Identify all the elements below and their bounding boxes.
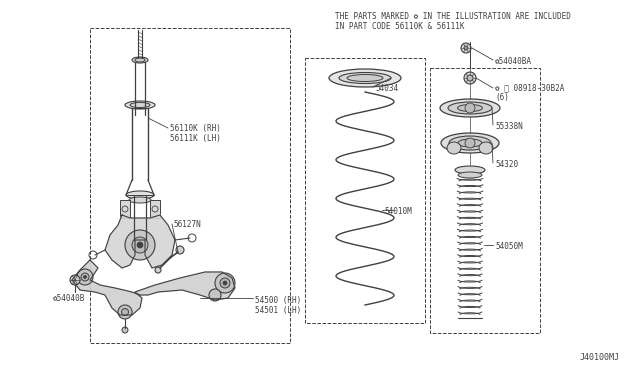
Ellipse shape xyxy=(449,136,491,150)
Polygon shape xyxy=(105,215,175,268)
Bar xyxy=(430,68,540,333)
Ellipse shape xyxy=(339,73,391,83)
Text: 54034: 54034 xyxy=(375,84,398,93)
Text: ✿54040BA: ✿54040BA xyxy=(495,57,532,66)
Circle shape xyxy=(77,269,93,285)
Circle shape xyxy=(461,43,471,53)
Circle shape xyxy=(215,273,235,293)
Polygon shape xyxy=(72,260,235,315)
Circle shape xyxy=(465,138,475,148)
Circle shape xyxy=(209,289,221,301)
Ellipse shape xyxy=(126,191,154,199)
Bar xyxy=(90,28,290,343)
Ellipse shape xyxy=(441,133,499,153)
Text: 54050M: 54050M xyxy=(495,242,523,251)
Text: ✿54040B: ✿54040B xyxy=(53,294,85,303)
Ellipse shape xyxy=(447,142,461,154)
Circle shape xyxy=(465,103,475,113)
Circle shape xyxy=(125,230,155,260)
Circle shape xyxy=(70,275,80,285)
Ellipse shape xyxy=(125,101,155,109)
Ellipse shape xyxy=(129,197,151,203)
Circle shape xyxy=(122,308,129,315)
Ellipse shape xyxy=(455,166,485,174)
Text: 54010M: 54010M xyxy=(384,207,412,216)
Circle shape xyxy=(81,273,89,281)
Bar xyxy=(305,58,425,323)
Ellipse shape xyxy=(135,58,145,62)
Ellipse shape xyxy=(479,142,493,154)
Circle shape xyxy=(223,281,227,285)
Text: 54500 (RH)
54501 (LH): 54500 (RH) 54501 (LH) xyxy=(255,296,301,315)
Bar xyxy=(120,200,130,218)
Circle shape xyxy=(464,46,468,50)
Circle shape xyxy=(132,237,148,253)
Circle shape xyxy=(137,242,143,248)
Circle shape xyxy=(122,327,128,333)
Bar xyxy=(150,200,160,218)
Ellipse shape xyxy=(347,74,383,81)
Text: 56110K (RH)
56111K (LH): 56110K (RH) 56111K (LH) xyxy=(170,124,221,143)
Ellipse shape xyxy=(458,139,482,147)
Circle shape xyxy=(83,276,86,279)
Circle shape xyxy=(467,75,473,81)
Ellipse shape xyxy=(458,172,482,178)
Circle shape xyxy=(176,246,184,254)
Ellipse shape xyxy=(329,69,401,87)
Ellipse shape xyxy=(132,57,148,63)
Ellipse shape xyxy=(458,105,483,112)
Circle shape xyxy=(155,267,161,273)
Circle shape xyxy=(118,305,132,319)
Circle shape xyxy=(464,72,476,84)
Text: 55338N: 55338N xyxy=(495,122,523,131)
Text: IN PART CODE 56110K & 56111K: IN PART CODE 56110K & 56111K xyxy=(335,22,465,31)
Circle shape xyxy=(220,278,230,288)
Text: J40100MJ: J40100MJ xyxy=(580,353,620,362)
Text: ✿ ⓝ 08918-30B2A
(6): ✿ ⓝ 08918-30B2A (6) xyxy=(495,83,564,102)
Text: 56127N: 56127N xyxy=(173,220,201,229)
Ellipse shape xyxy=(440,99,500,117)
Text: THE PARTS MARKED ✿ IN THE ILLUSTRATION ARE INCLUDED: THE PARTS MARKED ✿ IN THE ILLUSTRATION A… xyxy=(335,12,571,21)
Text: 54320: 54320 xyxy=(495,160,518,169)
Ellipse shape xyxy=(448,102,492,114)
Ellipse shape xyxy=(130,103,150,108)
